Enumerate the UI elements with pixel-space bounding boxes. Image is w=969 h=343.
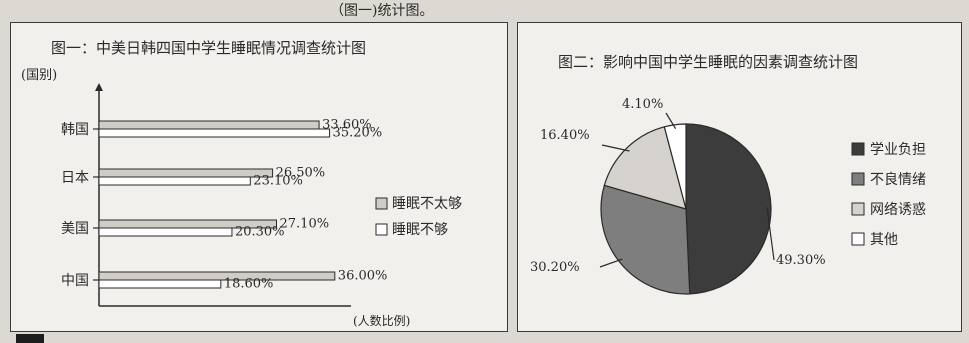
pie-labels: 49.30% 30.20% 16.40% 4.10% — [530, 97, 826, 275]
pie-chart-panel: 图二：影响中国中学生睡眠的因素调查统计图 49.30% 30.20% 16.40% 4… — [517, 22, 962, 332]
pie-legend-label-3: 其他 — [870, 232, 898, 248]
pie-value-label-3: 4.10% — [622, 97, 663, 112]
pie-legend-label-2: 网络诱惑 — [870, 202, 926, 218]
bar-value-0-2: 27.10% — [280, 217, 330, 232]
bar-value-0-1: 26.50% — [276, 166, 326, 181]
bar-chart-title: 图一：中美日韩四国中学生睡眠情况调查统计图 — [51, 39, 367, 57]
pie-legend-swatch-1 — [851, 172, 865, 186]
legend-swatch-0 — [375, 197, 388, 210]
bar-y-axis-label: (国别) — [21, 68, 57, 83]
bar-0-1 — [98, 168, 274, 178]
pie-slice-3 — [663, 123, 687, 210]
pie-leader-3 — [665, 112, 677, 129]
category-label-2: 美国 — [61, 221, 89, 237]
bar-1-1 — [98, 176, 251, 186]
pie-value-label-1: 30.20% — [530, 260, 580, 275]
pie-slice-0 — [685, 123, 772, 295]
pie-leader-0 — [766, 207, 775, 261]
cropped-top-text: （图一)统计图。 — [330, 3, 434, 19]
cropped-bottom-mark — [16, 334, 44, 343]
pie-slice-2 — [603, 126, 687, 210]
bar-1-2 — [98, 227, 233, 237]
bar-value-0-3: 36.00% — [338, 269, 388, 284]
bar-1-3 — [98, 279, 222, 289]
bar-0-0 — [98, 120, 320, 130]
legend-swatch-1 — [375, 223, 388, 236]
category-label-3: 中国 — [61, 273, 89, 289]
pie-leader-1 — [599, 258, 623, 268]
bar-value-1-1: 23.10% — [253, 174, 303, 189]
bar-0-3 — [98, 271, 336, 281]
bar-chart-panel: 图一：中美日韩四国中学生睡眠情况调查统计图 (国别) (人数比例) 韩国日本美国… — [10, 22, 508, 332]
pie-legend-swatch-0 — [851, 142, 865, 156]
pie-value-label-2: 16.40% — [540, 128, 590, 143]
bar-1-0 — [98, 128, 331, 138]
bar-value-1-2: 20.30% — [235, 225, 285, 240]
bar-x-axis-label: (人数比例) — [353, 313, 410, 328]
pie-leader-2 — [601, 144, 630, 152]
pie-chart-title: 图二：影响中国中学生睡眠的因素调查统计图 — [558, 53, 859, 71]
pie-legend-swatch-3 — [851, 232, 865, 246]
pie-slices — [600, 123, 772, 295]
pie-value-label-0: 49.30% — [776, 253, 826, 268]
bar-value-0-0: 33.60% — [322, 118, 372, 133]
category-label-0: 韩国 — [61, 122, 89, 138]
bar-value-1-3: 18.60% — [224, 277, 274, 292]
legend-label-0: 睡眠不太够 — [392, 196, 462, 212]
pie-slice-1 — [600, 184, 691, 295]
pie-legend-label-0: 学业负担 — [870, 142, 926, 158]
bar-marks: 33.60%35.20% 26.50%23.10% 27.10%20.30% 36.0… — [98, 118, 388, 292]
category-label-1: 日本 — [61, 170, 89, 186]
pie-legend-label-1: 不良情绪 — [870, 172, 926, 188]
y-axis-arrow — [95, 83, 103, 91]
bar-value-1-0: 35.20% — [333, 126, 383, 141]
legend-label-1: 睡眠不够 — [392, 222, 448, 238]
pie-legend-swatch-2 — [851, 202, 865, 216]
